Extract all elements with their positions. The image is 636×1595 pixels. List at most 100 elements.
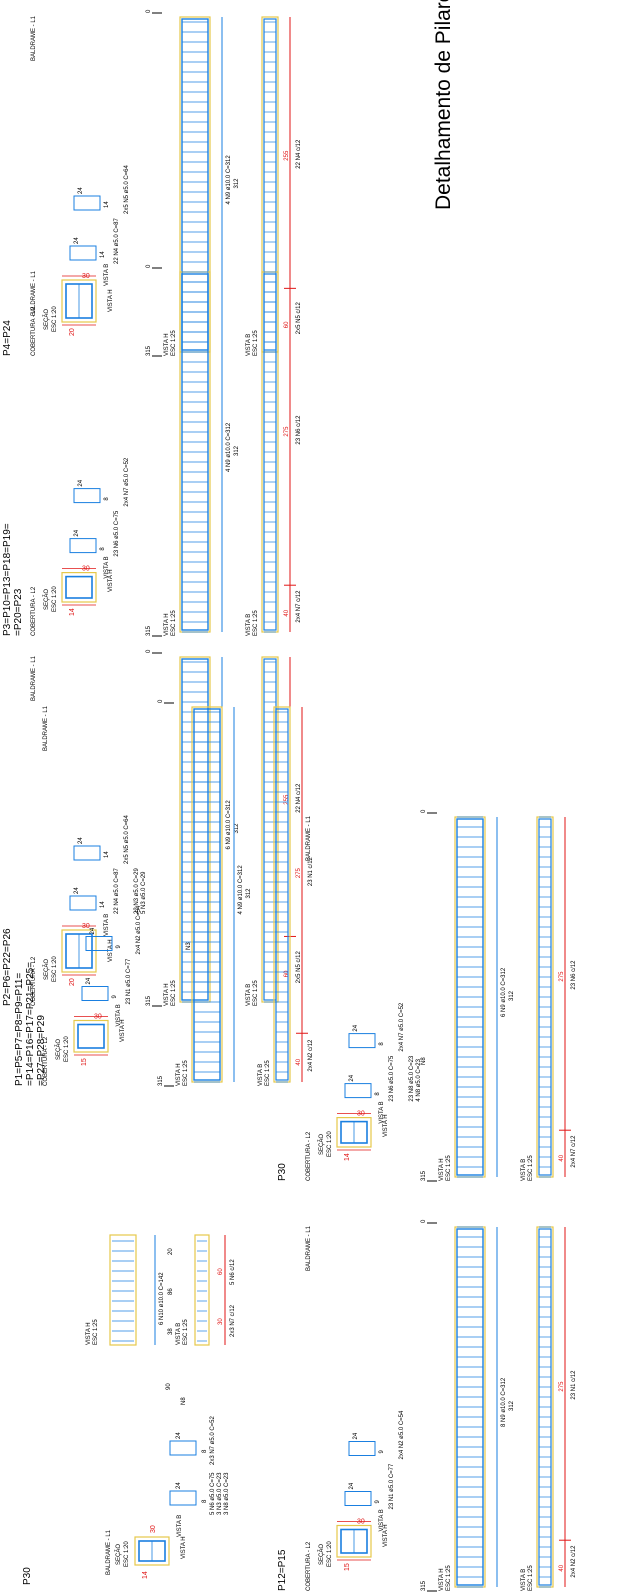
stirrup-shape xyxy=(169,1440,197,1456)
section-dim-h: 14 xyxy=(142,1571,149,1579)
section-label: SEÇÃO xyxy=(43,589,50,610)
elevation-bottom: 0 xyxy=(146,649,152,653)
section-label: SEÇÃO xyxy=(55,1039,62,1060)
view-h-scale: ESC 1:25 xyxy=(171,610,177,636)
section-dim-h: 20 xyxy=(69,328,76,336)
section-dim-b: 30 xyxy=(150,1525,157,1533)
section-label: SEÇÃO xyxy=(115,1544,122,1565)
spacing-main: 23 N1 c/12 xyxy=(571,1370,577,1400)
stirrup-schedule: 3 N8 ø5.0 C=23 xyxy=(224,1472,230,1515)
view-b-scale: ESC 1:25 xyxy=(253,330,259,356)
pillar-block-p1: P1=P5=P7=P8=P9=P11= =P14=P16=P17=P21=P25=… xyxy=(14,699,314,1087)
view-b-label: VISTA B xyxy=(246,614,252,636)
spacing-top-len: 40 xyxy=(559,1154,565,1161)
section-scale-label: ESC 1:20 xyxy=(327,1541,333,1567)
spacing-top: 2x4 N2 c/12 xyxy=(571,1545,577,1578)
longitudinal-label: 6 N10 ø10.0 C=142 xyxy=(159,1272,165,1325)
view-h-marker: VISTA H xyxy=(120,1019,126,1042)
section-dim-b: 30 xyxy=(82,923,90,930)
view-b-marker: VISTA B xyxy=(379,1509,385,1531)
level-bottom-label: BALDRAME - L1 xyxy=(106,1529,112,1575)
spacing-main-len: 255 xyxy=(284,794,290,805)
stirrup-schedule: 23 N6 ø5.0 C=75 xyxy=(114,510,120,557)
elevation-bottom: 0 xyxy=(421,1219,427,1223)
stirrup-dim: 24 xyxy=(78,479,84,486)
spacing-top-len: 40 xyxy=(559,1564,565,1571)
view-h-marker: VISTA H xyxy=(383,1114,389,1137)
spacing-label: 5 N6 c/12 xyxy=(230,1259,236,1285)
stirrup-schedule: 2x4 N7 ø5.0 C=52 xyxy=(399,1002,405,1052)
view-b-marker: VISTA B xyxy=(379,1101,385,1123)
view-h-marker: VISTA H xyxy=(181,1536,187,1559)
stirrup-shape xyxy=(85,936,113,951)
section-scale-label: ESC 1:20 xyxy=(64,1036,70,1062)
stirrup-dim: 9 xyxy=(116,945,122,949)
stirrup-schedule: 23 N1 ø5.0 C=77 xyxy=(126,958,132,1005)
stirrup-dim: 24 xyxy=(74,237,80,244)
section-dim-b: 30 xyxy=(357,1111,365,1118)
elevation-top: 315 xyxy=(146,625,152,636)
section-scale-label: ESC 1:20 xyxy=(52,586,58,612)
view-h-scale: ESC 1:25 xyxy=(93,1319,99,1345)
view-b-scale: ESC 1:25 xyxy=(253,980,259,1006)
section-dim-b: 30 xyxy=(82,566,90,573)
stirrup-schedule: 2x3 N7 ø5.0 C=52 xyxy=(210,1415,216,1465)
spacing-top-len: 60 xyxy=(284,970,290,977)
stirrup-schedule-extra: 22 N3 ø5.0 C=29 xyxy=(134,867,140,914)
stirrup-dim: 8 xyxy=(104,497,110,501)
stirrup-schedule: 2x4 N2 ø5.0 C=54 xyxy=(399,1410,405,1460)
view-b-bars xyxy=(263,18,277,351)
view-h-label: VISTA H xyxy=(164,983,170,1006)
stirrup-shape xyxy=(69,538,97,554)
longitudinal-label: 4 N9 ø10.0 C=312 xyxy=(226,155,232,205)
spacing-len: 30 xyxy=(218,1318,224,1325)
view-h-bars xyxy=(193,708,221,1081)
stirrup-schedule: 2x5 N5 ø5.0 C=64 xyxy=(124,814,130,864)
spacing-top: 2x4 N7 c/12 xyxy=(571,1135,577,1168)
pillar-name: =P20=P23 xyxy=(13,588,24,636)
elevation-bottom: 0 xyxy=(146,9,152,13)
section-stirrup xyxy=(77,1023,105,1049)
stirrup-schedule: 2x5 N5 ø5.0 C=64 xyxy=(124,164,130,214)
stirrup-shape xyxy=(73,195,101,211)
stirrup-shape xyxy=(344,1083,372,1099)
length-label: 312 xyxy=(234,823,240,834)
longitudinal-label: 6 N9 ø10.0 C=312 xyxy=(501,967,507,1017)
spacing-main-len: 275 xyxy=(296,867,302,878)
elevation-bottom: 0 xyxy=(146,264,152,268)
spacing-main: 22 N4 c/12 xyxy=(296,783,302,813)
stirrup-shape xyxy=(348,1441,376,1456)
spacing-main: 23 N6 c/12 xyxy=(296,415,302,445)
pillar-name: P4=P24 xyxy=(2,320,13,356)
length-label: 312 xyxy=(509,990,515,1001)
view-h-marker: VISTA H xyxy=(108,569,114,592)
length-dim: 38 xyxy=(168,1328,174,1335)
stirrup-schedule: 22 N4 ø5.0 C=87 xyxy=(114,867,120,914)
level-top-label: COBERTURA - L2 xyxy=(31,306,37,356)
view-b-scale: ESC 1:25 xyxy=(183,1319,189,1345)
spacing-top: 2x5 N5 c/12 xyxy=(296,301,302,334)
elevation-bottom: 0 xyxy=(421,809,427,813)
section-stirrup xyxy=(65,575,93,599)
extra-bar-label: N8 xyxy=(181,1397,187,1405)
view-h-scale: ESC 1:25 xyxy=(183,1060,189,1086)
level-bottom-label: BALDRAME - L1 xyxy=(306,1225,312,1271)
section-outline xyxy=(61,279,97,323)
view-h-scale: ESC 1:25 xyxy=(171,330,177,356)
view-h-marker: VISTA H xyxy=(108,289,114,312)
spacing-main: 23 N1 c/12 xyxy=(308,856,314,886)
level-bottom-label: BALDRAME - L1 xyxy=(43,705,49,751)
level-bottom-label: BALDRAME - L1 xyxy=(306,815,312,861)
stirrup-dim: 24 xyxy=(78,187,84,194)
elevation-bottom: 0 xyxy=(158,699,164,703)
stirrup-dim: 8 xyxy=(202,1449,208,1453)
extra-bar-label: N8 xyxy=(421,1057,427,1065)
view-h-scale: ESC 1:25 xyxy=(446,1565,452,1591)
section-scale-label: ESC 1:20 xyxy=(52,306,58,332)
section-outline xyxy=(336,1524,372,1558)
view-h-scale: ESC 1:25 xyxy=(171,980,177,1006)
section-dim-b: 30 xyxy=(94,1014,102,1021)
section-dim-b: 30 xyxy=(357,1519,365,1526)
level-top-label: COBERTURA - L2 xyxy=(31,586,37,636)
